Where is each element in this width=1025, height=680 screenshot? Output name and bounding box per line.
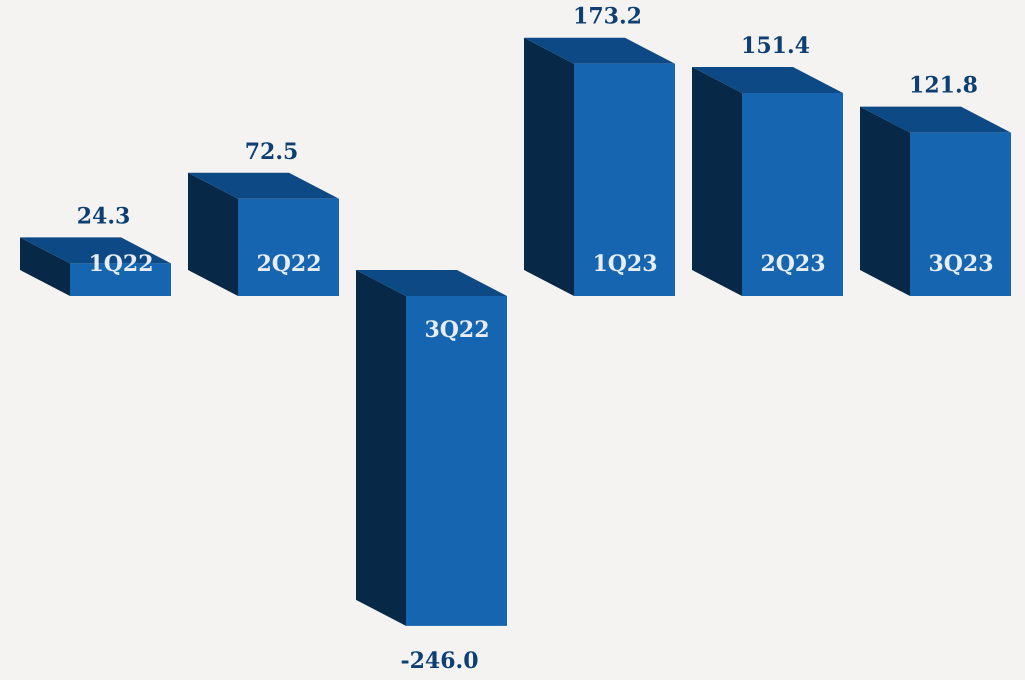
bar-group: 2Q22 72.5 [188,139,339,296]
bar-side-face [188,172,238,296]
bar [406,296,507,626]
bar-group: 3Q23 121.8 [860,73,1011,296]
bar-group: 1Q23 173.2 [524,4,675,296]
category-label: 3Q23 [928,251,993,277]
bar [70,263,171,296]
bar [238,198,339,296]
data-label: 173.2 [573,4,642,30]
bar-side-face [356,270,406,626]
bar-side-face [524,37,574,296]
bar-top-face [188,172,339,199]
category-label: 2Q22 [256,251,321,277]
bar-top-face [692,66,843,93]
category-label: 1Q23 [592,251,657,277]
bar-group: 2Q23 151.4 [692,33,843,297]
data-label: 121.8 [909,73,978,99]
category-label: 1Q22 [88,251,153,277]
bar-side-face [860,106,910,296]
bar-group: 3Q22 -246.0 [356,270,507,674]
data-label: 24.3 [77,203,131,229]
category-label: 3Q22 [424,317,489,343]
bar-top-face [860,106,1011,133]
data-label: -246.0 [400,648,478,674]
data-label: 151.4 [741,33,810,59]
bar-group: 1Q22 24.3 [20,203,171,296]
bar-top-face [20,237,171,264]
bar-side-face [692,66,742,297]
bar-top-face [524,37,675,64]
bar [574,63,675,296]
bar-side-face [20,237,70,296]
bar [910,132,1011,296]
data-label: 72.5 [245,139,299,165]
category-label: 2Q23 [760,251,825,277]
bar [742,92,843,297]
bar-top-face [356,270,507,296]
